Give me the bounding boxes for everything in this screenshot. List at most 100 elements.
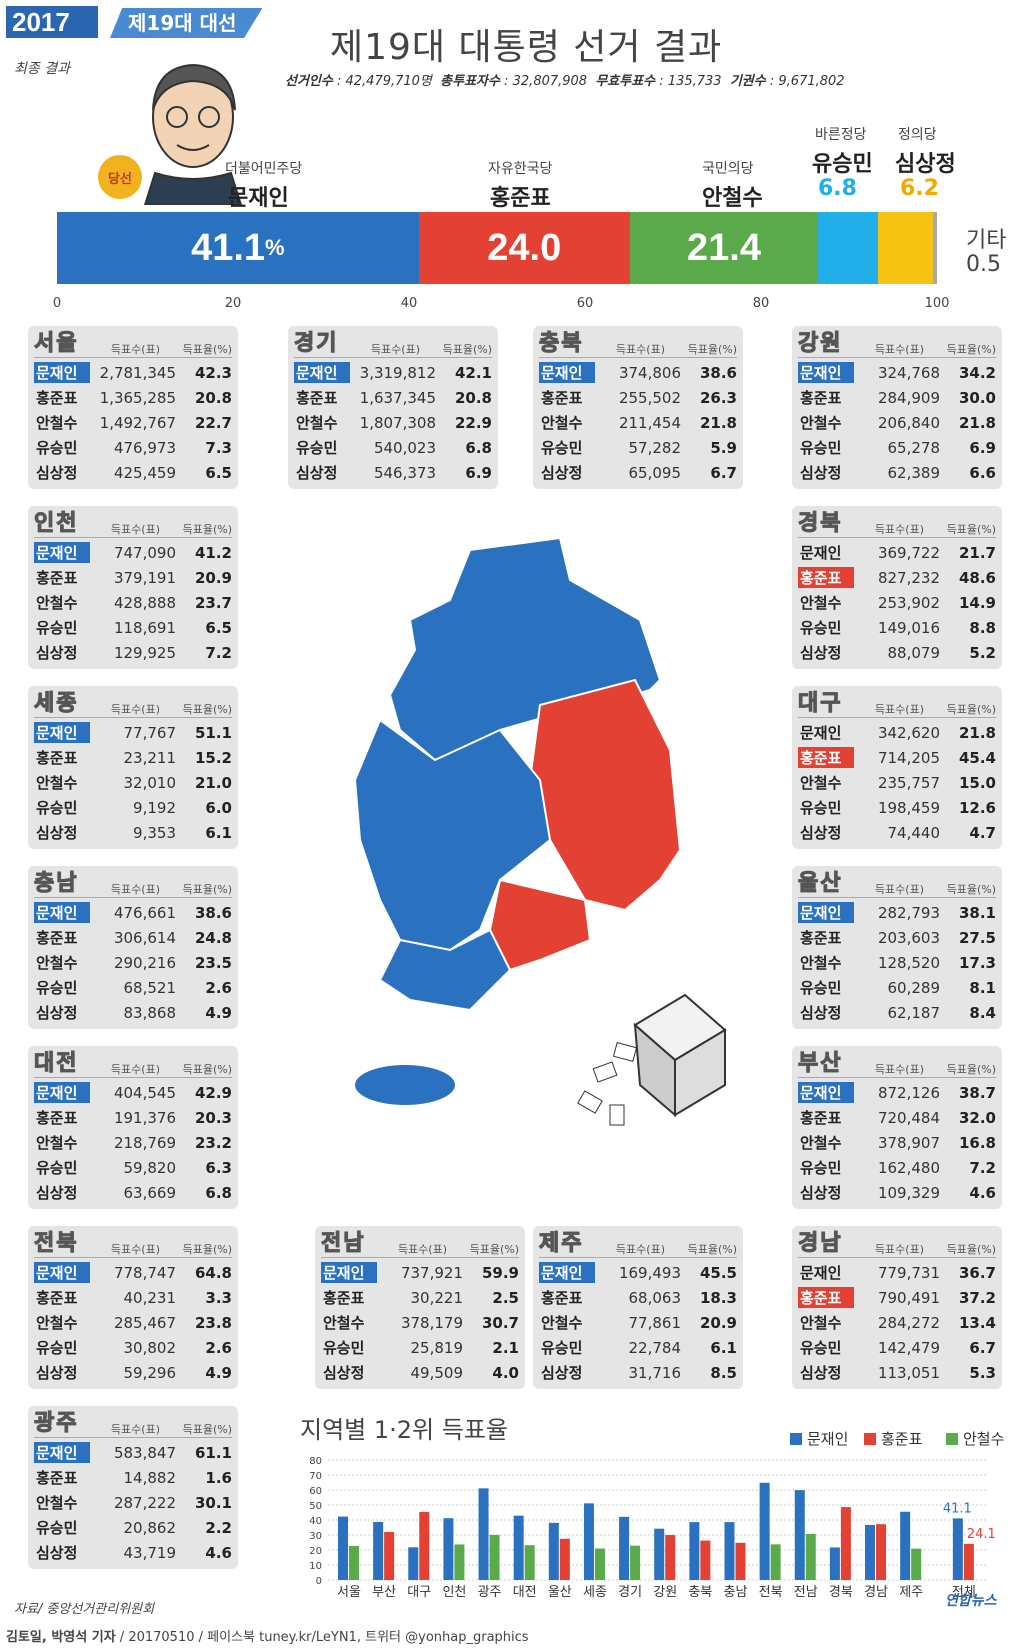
- bar-segment-3: [818, 212, 878, 284]
- col-votes: 득표수(표): [110, 883, 160, 896]
- candidate-cell: 유승민: [541, 439, 583, 457]
- candidate-cell: 안철수: [541, 414, 583, 432]
- region-header: 경기 득표수(표) 득표율(%): [294, 330, 492, 358]
- region-row: 안철수 32,010 21.0: [34, 770, 232, 795]
- candidate-cell: 유승민: [36, 439, 78, 457]
- final-label: 최종 결과: [14, 61, 70, 77]
- region-row: 유승민 57,282 5.9: [539, 435, 737, 460]
- axis-tick: 40: [400, 296, 418, 311]
- region-row: 문재인 872,126 38.7: [798, 1080, 996, 1105]
- bar-홍준표: [419, 1511, 430, 1580]
- votes-cell: 206,840: [877, 413, 940, 432]
- col-votes: 득표수(표): [874, 883, 924, 896]
- candidate-cell: 문재인: [34, 902, 90, 923]
- region-header: 광주 득표수(표) 득표율(%): [34, 1410, 232, 1438]
- ballot-box-icon: [577, 993, 727, 1126]
- x-tick-label: 광주: [478, 1585, 502, 1600]
- y-tick-label: 60: [309, 1486, 322, 1497]
- candidate-cell: 홍준표: [800, 929, 842, 947]
- percent-axis: 0 20 40 60 80 100: [53, 296, 950, 316]
- pct-cell: 6.8: [205, 1183, 232, 1202]
- region-row: 안철수 1,492,767 22.7: [34, 410, 232, 435]
- region-row: 홍준표 14,882 1.6: [34, 1465, 232, 1490]
- party-label: 국민의당: [702, 161, 754, 177]
- candidate-cell: 심상정: [36, 644, 78, 662]
- pct-cell: 42.1: [454, 363, 492, 382]
- votes-cell: 59,296: [123, 1363, 177, 1382]
- col-votes: 득표수(표): [110, 1423, 160, 1436]
- candidate-cell: 안철수: [800, 414, 842, 432]
- pct-cell: 18.3: [699, 1288, 737, 1307]
- votes-cell: 378,907: [877, 1133, 940, 1152]
- region-row: 유승민 68,521 2.6: [34, 975, 232, 1000]
- candidate-cell: 안철수: [800, 1314, 842, 1332]
- pct-label: 0.5: [966, 252, 1001, 277]
- region-row: 문재인 779,731 36.7: [798, 1260, 996, 1285]
- candidate-cell: 심상정: [800, 1364, 842, 1382]
- votes-cell: 77,861: [628, 1313, 682, 1332]
- col-pct: 득표율(%): [946, 523, 996, 536]
- candidate-cell: 심상정: [36, 1004, 78, 1022]
- region-panel: 광주 득표수(표) 득표율(%) 문재인 583,847 61.1 홍준표 14,882 1.6…: [28, 1406, 238, 1569]
- pct-cell: 20.3: [194, 1108, 232, 1127]
- region-row: 안철수 378,907 16.8: [798, 1130, 996, 1155]
- region-row: 유승민 149,016 8.8: [798, 615, 996, 640]
- candidate-cell: 심상정: [541, 464, 583, 482]
- pct-cell: 15.0: [958, 773, 996, 792]
- votes-cell: 1,365,285: [99, 388, 176, 407]
- pct-cell: 5.9: [710, 438, 737, 457]
- y-tick-label: 50: [309, 1501, 322, 1512]
- region-row: 심상정 546,373 6.9: [294, 460, 492, 485]
- candidate-cell: 홍준표: [798, 747, 854, 768]
- candidate-name: 안철수: [702, 186, 763, 211]
- col-pct: 득표율(%): [442, 343, 492, 356]
- region-row: 유승민 540,023 6.8: [294, 435, 492, 460]
- region-name: 경남: [798, 1231, 843, 1257]
- pct-cell: 21.0: [194, 773, 232, 792]
- region-row: 홍준표 790,491 37.2: [798, 1285, 996, 1310]
- pct-cell: 4.9: [205, 1363, 232, 1382]
- bar-홍준표: [735, 1542, 746, 1580]
- candidate-cell: 심상정: [800, 464, 842, 482]
- pct-cell: 5.2: [969, 643, 996, 662]
- candidate-cell: 안철수: [36, 594, 78, 612]
- region-row: 심상정 43,719 4.6: [34, 1540, 232, 1565]
- pct-cell: 42.3: [194, 363, 232, 382]
- page-title: 제19대 대통령 선거 결과: [330, 27, 723, 68]
- pct-cell: 45.4: [958, 748, 996, 767]
- pct-cell: 21.7: [958, 543, 996, 562]
- region-row: 유승민 118,691 6.5: [34, 615, 232, 640]
- region-row: 심상정 31,716 8.5: [539, 1360, 737, 1385]
- bar-안철수: [454, 1544, 465, 1580]
- candidate-cell: 심상정: [36, 1184, 78, 1202]
- region-row: 유승민 20,862 2.2: [34, 1515, 232, 1540]
- region-row: 심상정 62,187 8.4: [798, 1000, 996, 1025]
- region-row: 유승민 22,784 6.1: [539, 1335, 737, 1360]
- votes-cell: 306,614: [113, 928, 176, 947]
- candidate-cell: 유승민: [800, 799, 842, 817]
- region-name: 전북: [34, 1231, 79, 1257]
- region-row: 홍준표 23,211 15.2: [34, 745, 232, 770]
- pct-cell: 20.8: [454, 388, 492, 407]
- candidate-cell: 홍준표: [36, 1289, 78, 1307]
- col-pct: 득표율(%): [946, 703, 996, 716]
- col-pct: 득표율(%): [182, 703, 232, 716]
- region-row: 안철수 1,807,308 22.9: [294, 410, 492, 435]
- x-tick-label: 제주: [899, 1585, 923, 1600]
- pct-cell: 6.7: [969, 1338, 996, 1357]
- candidate-cell: 홍준표: [296, 389, 338, 407]
- votes-cell: 65,095: [628, 463, 682, 482]
- x-tick-label: 부산: [372, 1585, 396, 1600]
- region-panel: 울산 득표수(표) 득표율(%) 문재인 282,793 38.1 홍준표 203,603 27…: [792, 866, 1002, 1029]
- col-votes: 득표수(표): [874, 1243, 924, 1256]
- pct-cell: 4.9: [205, 1003, 232, 1022]
- region-row: 문재인 369,722 21.7: [798, 540, 996, 565]
- votes-cell: 827,232: [877, 568, 940, 587]
- y-tick-label: 70: [309, 1471, 322, 1482]
- col-pct: 득표율(%): [687, 343, 737, 356]
- votes-cell: 287,222: [113, 1493, 176, 1512]
- candidate-cell: 심상정: [36, 824, 78, 842]
- votes-cell: 374,806: [618, 363, 681, 382]
- candidate-cell: 홍준표: [36, 569, 78, 587]
- candidate-cell: 안철수: [800, 594, 842, 612]
